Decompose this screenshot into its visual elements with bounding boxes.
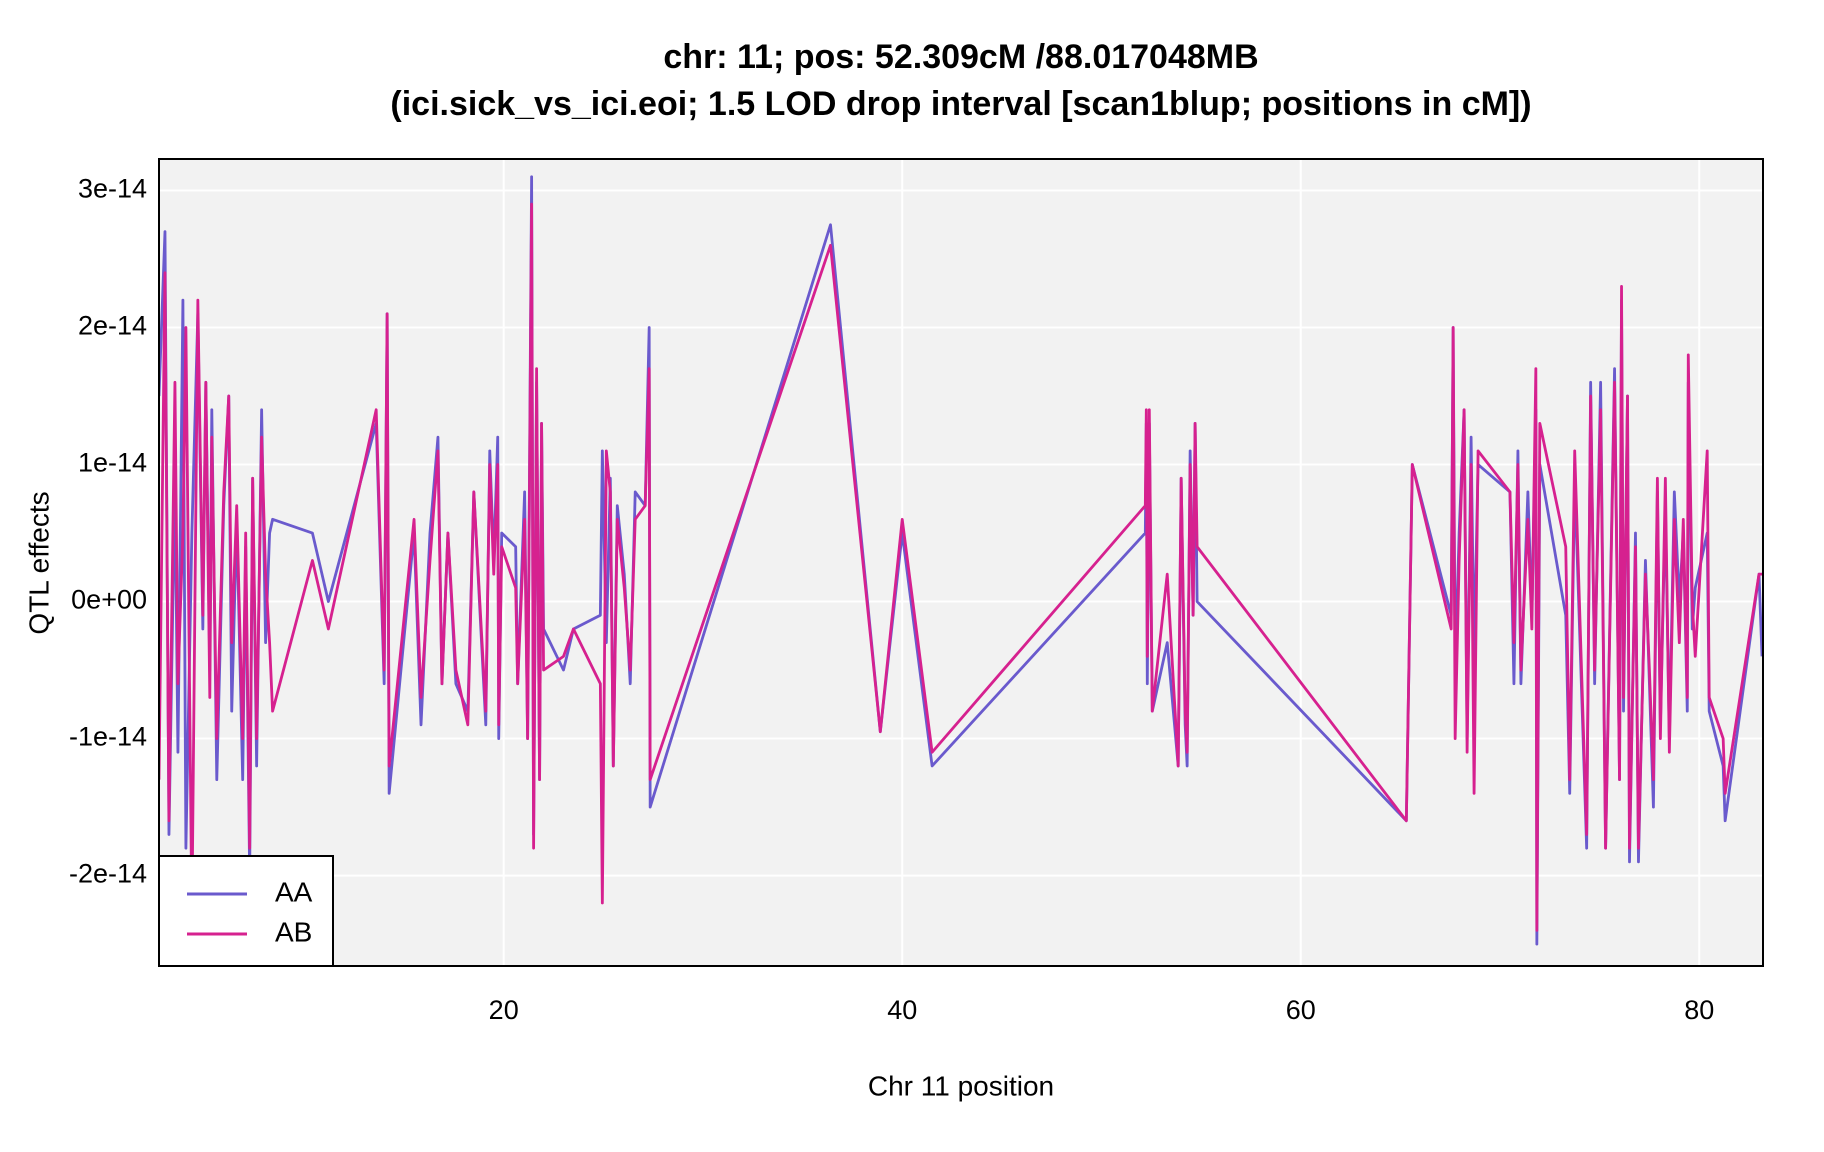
y-axis-label: QTL effects [23, 491, 54, 634]
y-tick-label: -2e-14 [69, 859, 147, 889]
x-tick-label: 20 [489, 995, 519, 1025]
line-series [159, 202, 1762, 932]
y-tick-label: 0e+00 [71, 585, 147, 615]
y-tick-label: 1e-14 [78, 448, 147, 478]
legend-label: AB [275, 916, 312, 947]
x-tick-label: 40 [887, 995, 917, 1025]
x-tick-label: 60 [1286, 995, 1316, 1025]
y-tick-label: 3e-14 [78, 174, 147, 204]
legend-box [158, 855, 334, 967]
chart-subtitle: (ici.sick_vs_ici.eoi; 1.5 LOD drop inter… [390, 85, 1531, 123]
plot-background [159, 159, 1763, 966]
x-axis-label: Chr 11 position [868, 1070, 1054, 1101]
x-tick-label: 80 [1684, 995, 1714, 1025]
y-tick-label: -1e-14 [69, 722, 147, 752]
legend-label: AA [275, 876, 313, 907]
y-tick-label: 2e-14 [78, 311, 147, 341]
plot-frame [158, 158, 1764, 967]
chart-title: chr: 11; pos: 52.309cM /88.017048MB [663, 38, 1258, 76]
